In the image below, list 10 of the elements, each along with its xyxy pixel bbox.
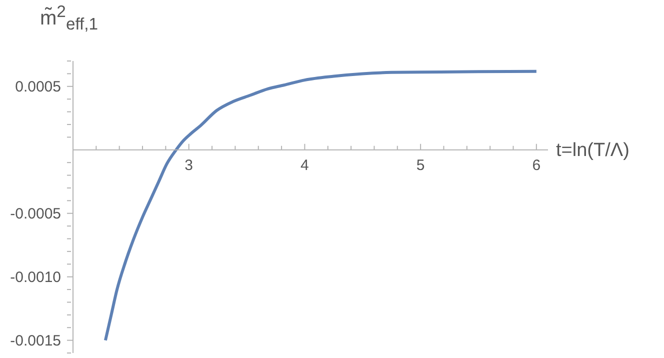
y-tick-label: -0.0010 — [10, 268, 61, 286]
x-tick-label: 6 — [532, 156, 541, 174]
x-tick-label: 5 — [416, 156, 425, 174]
x-tick-label: 4 — [300, 156, 309, 174]
x-tick-label: 3 — [184, 156, 194, 174]
y-tick-label: 0.0005 — [15, 78, 61, 96]
y-tick-label: -0.0015 — [10, 332, 61, 350]
line-series — [104, 70, 538, 342]
x-axis-title: t=ln(T/Λ) — [556, 140, 630, 161]
y-tick-label: -0.0005 — [10, 205, 61, 222]
